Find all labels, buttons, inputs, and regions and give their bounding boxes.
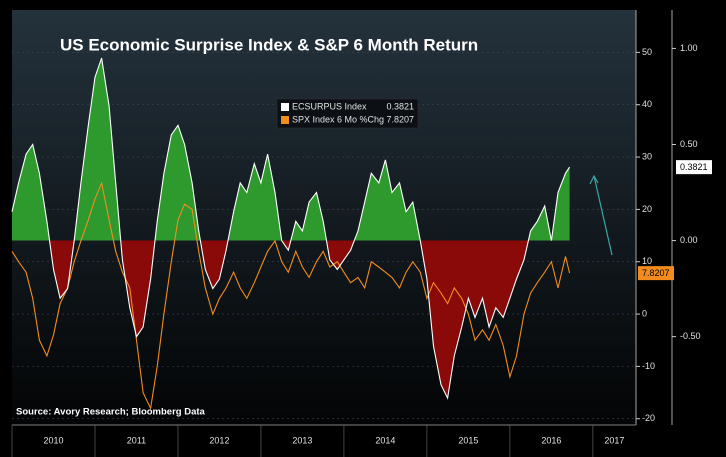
last-value-box: [638, 266, 674, 281]
legend-label: SPX Index 6 Mo %Chg: [292, 114, 384, 124]
legend-value: 7.8207: [386, 114, 414, 124]
x-tick-label: 2015: [458, 435, 478, 445]
legend-value: 0.3821: [386, 101, 414, 111]
x-tick-label: 2011: [127, 435, 146, 445]
series-line: [11, 57, 571, 400]
legend-swatch: [281, 103, 289, 111]
chart-title: US Economic Surprise Index & S&P 6 Month…: [60, 35, 478, 54]
y-tick-label: 20: [642, 204, 652, 214]
y-tick-label: 40: [642, 99, 652, 109]
x-tick-label: 2012: [209, 435, 229, 445]
annotation-arrowhead: [589, 174, 599, 185]
legend-swatch: [281, 116, 289, 124]
y2-tick-label: -0.50: [680, 331, 701, 341]
y-tick-label: 10: [642, 256, 652, 266]
y-tick-label: 30: [642, 151, 652, 161]
y2-tick-label: 0.00: [680, 235, 698, 245]
last-value-label: 0.3821: [680, 162, 708, 172]
y2-tick-label: 0.50: [680, 139, 698, 149]
x-tick-label: 2013: [292, 435, 312, 445]
x-tick-label: 2016: [541, 435, 561, 445]
x-tick-label: 2010: [43, 435, 63, 445]
annotation-arrow: [593, 175, 613, 256]
y-tick-label: -20: [642, 413, 655, 423]
last-value-box: [676, 160, 712, 175]
last-value-label: 7.8207: [642, 268, 670, 278]
y-tick-label: 50: [642, 47, 652, 57]
series-line: [11, 181, 571, 411]
y-tick-label: -10: [642, 361, 655, 371]
legend-box: [276, 98, 419, 129]
y-tick-label: 0: [642, 308, 647, 318]
source-note: Source: Avory Research; Bloomberg Data: [16, 407, 206, 418]
x-tick-label: 2014: [375, 435, 395, 445]
y2-tick-label: 1.00: [680, 43, 698, 53]
legend-label: ECSURPUS Index: [292, 101, 367, 111]
x-tick-label: 2017: [604, 435, 624, 445]
